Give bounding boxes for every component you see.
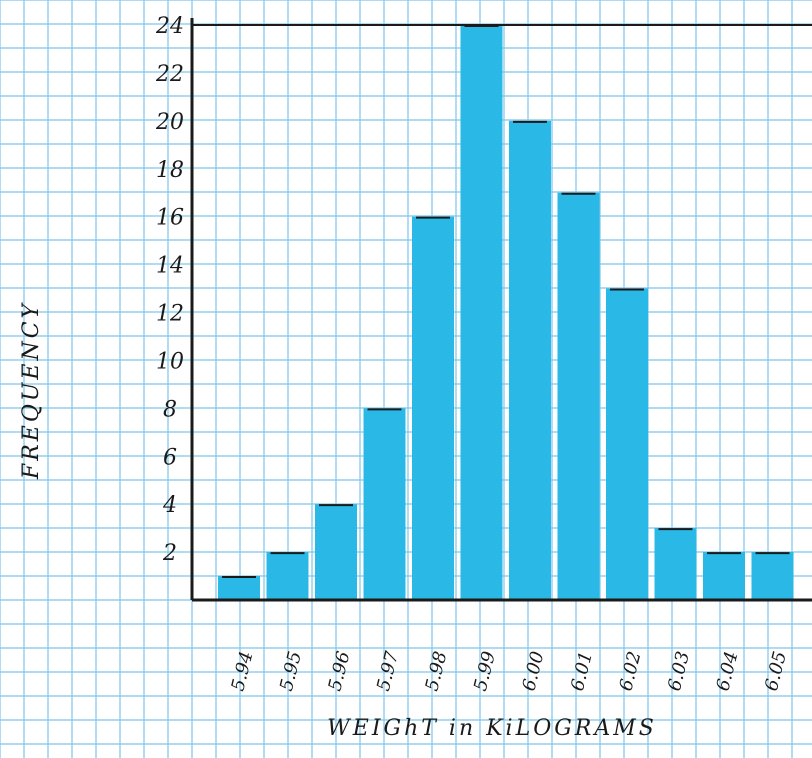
y-tick-label: 20 — [155, 110, 184, 135]
bar-6.04 — [703, 552, 745, 600]
y-tick-label: 22 — [155, 62, 184, 87]
bar-5.96 — [315, 504, 357, 600]
y-tick-label: 6 — [163, 445, 177, 470]
bar-5.97 — [363, 408, 406, 600]
y-tick-label: 8 — [163, 397, 177, 422]
y-tick-label: 12 — [156, 302, 184, 327]
y-tick-label: 16 — [156, 206, 184, 231]
bars-group — [218, 25, 794, 601]
bar-6.03 — [654, 528, 697, 600]
y-tick-label: 18 — [156, 158, 184, 183]
x-axis-label: WEIGhT in KiLOGRAMS — [327, 716, 657, 741]
y-tick-label: 24 — [155, 14, 184, 39]
y-tick-label: 14 — [156, 254, 184, 279]
bar-6.00 — [509, 120, 551, 600]
bar-6.02 — [606, 288, 648, 600]
bar-6.05 — [751, 552, 794, 600]
bar-5.94 — [218, 576, 260, 600]
bar-5.95 — [266, 552, 309, 600]
y-tick-label: 10 — [156, 349, 184, 374]
bar-6.01 — [557, 192, 600, 601]
axes-group — [190, 18, 812, 602]
y-tick-label: 2 — [162, 541, 177, 566]
y-axis-label: FREQUENCY — [19, 301, 44, 480]
bar-5.98 — [412, 216, 454, 600]
y-tick-label: 4 — [162, 493, 177, 518]
bar-5.99 — [460, 25, 503, 600]
